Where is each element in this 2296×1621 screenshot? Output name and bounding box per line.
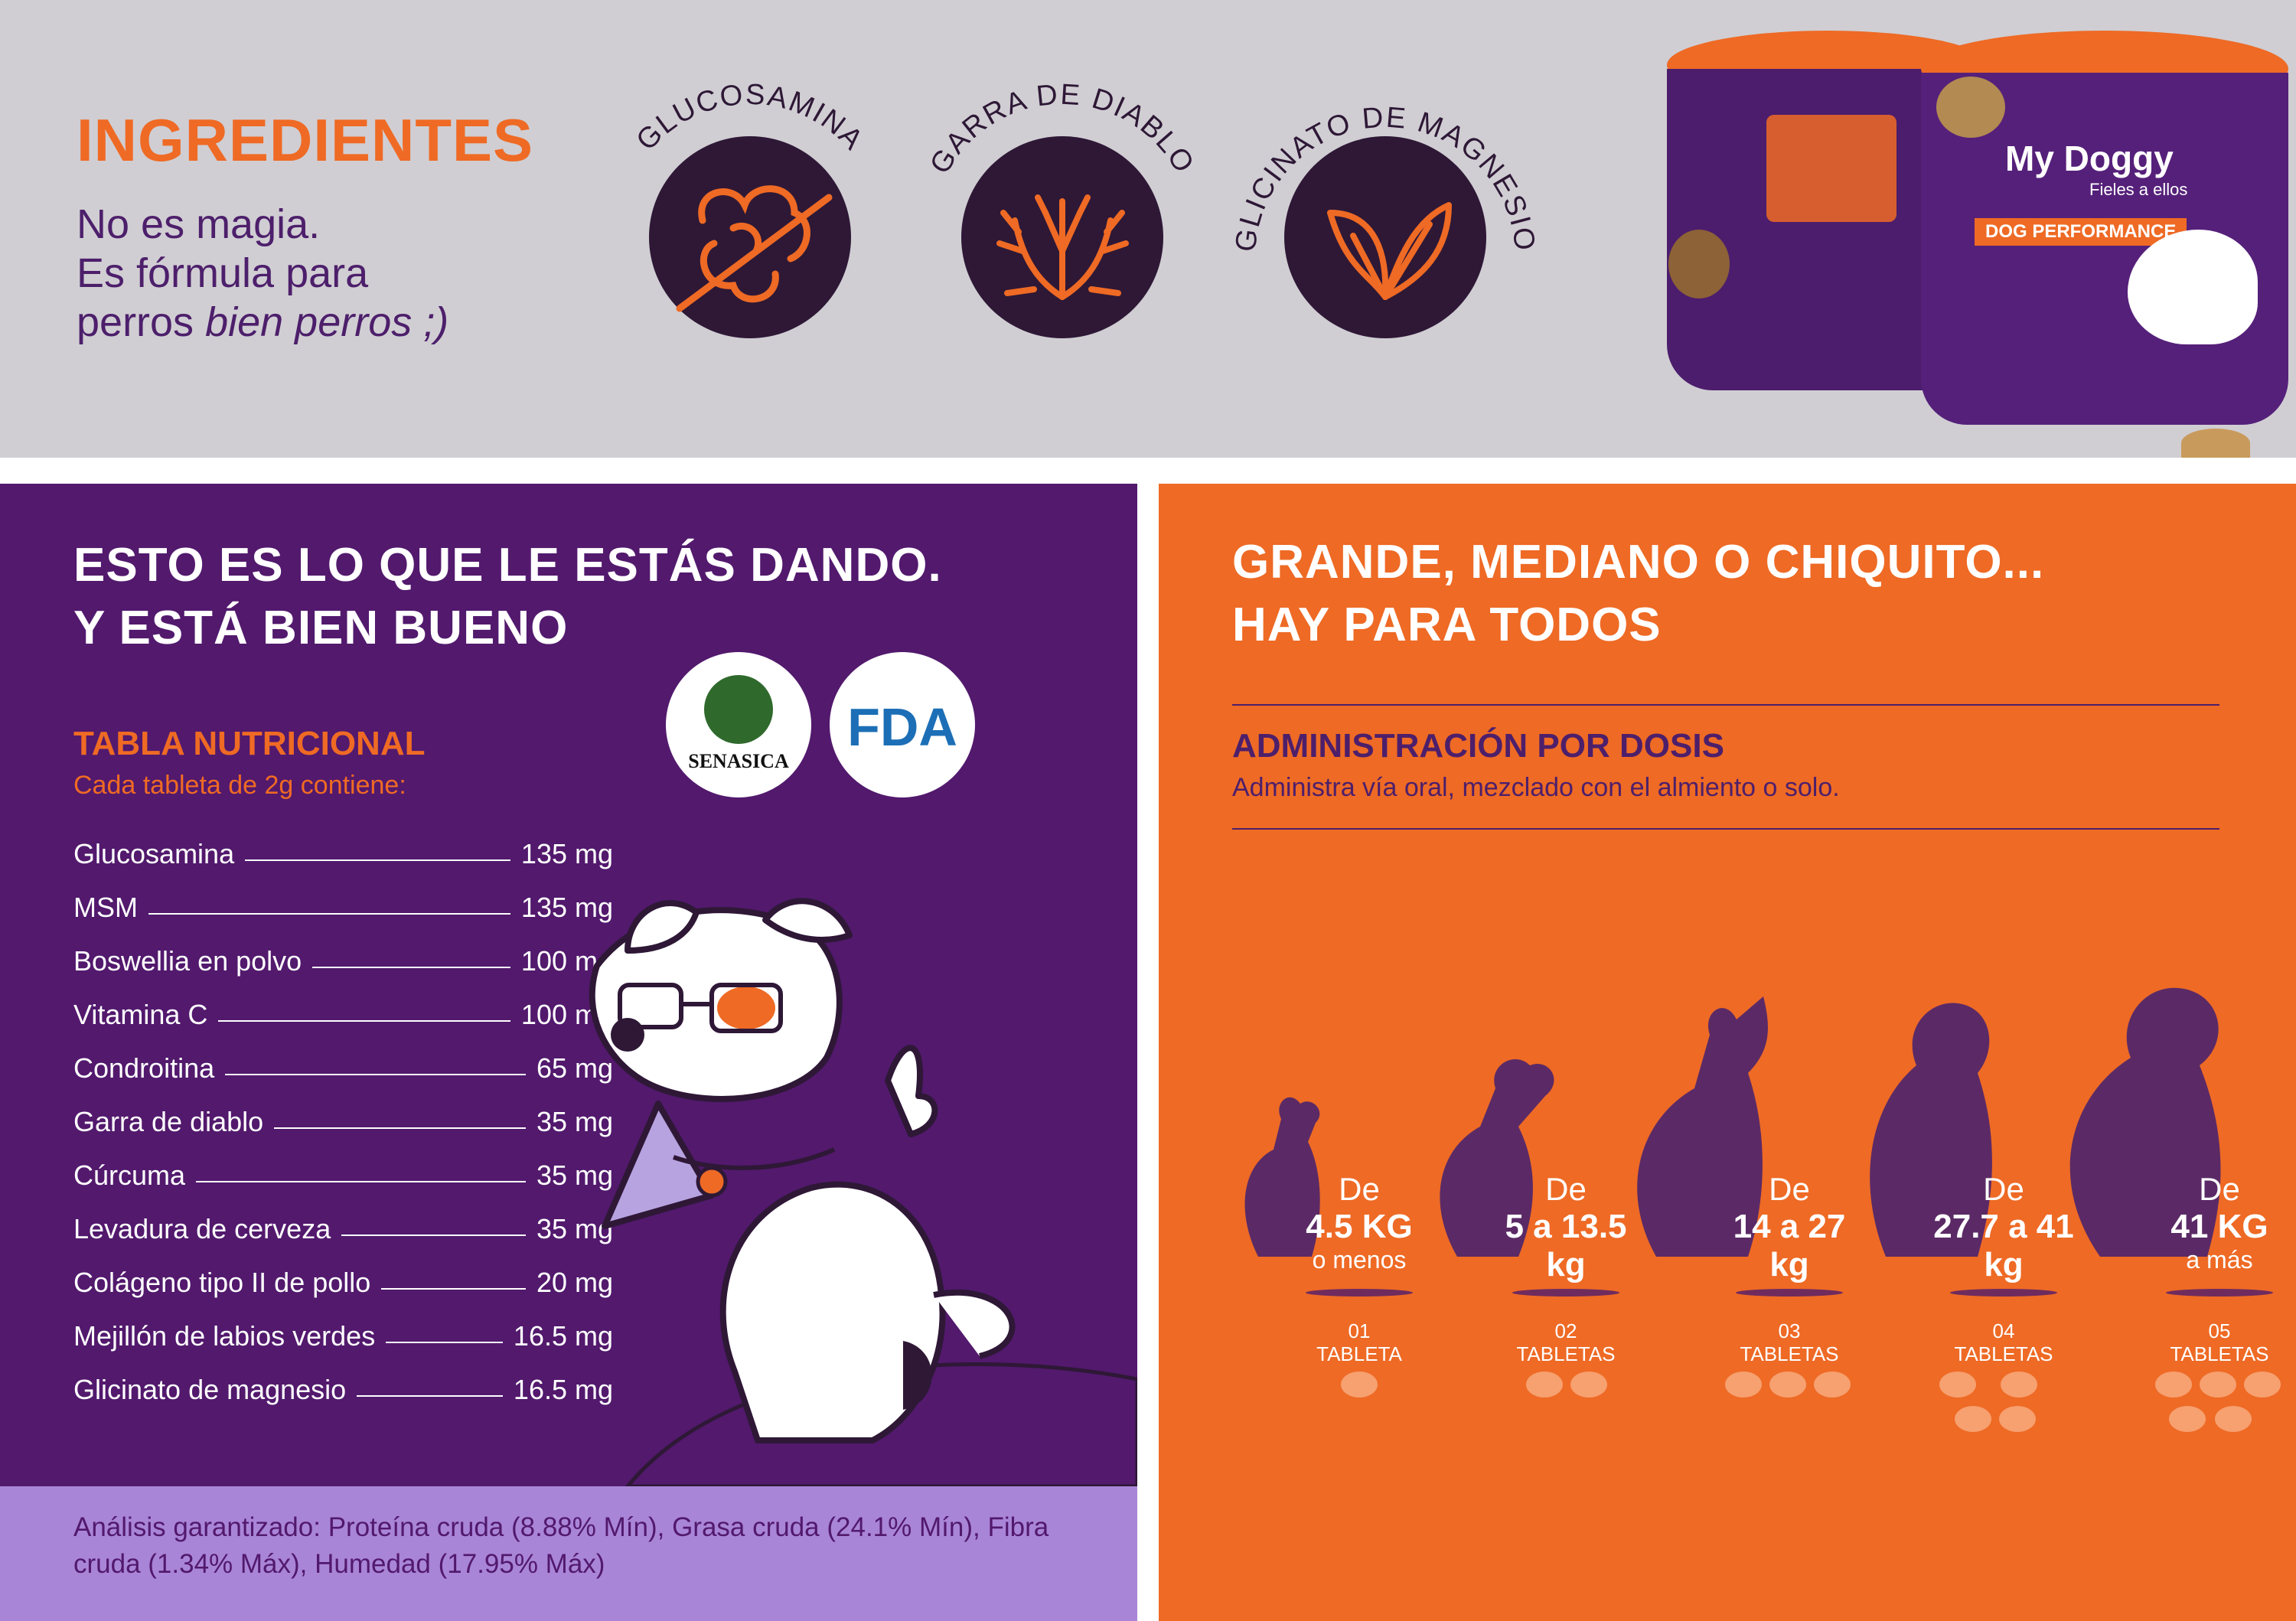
shadow-line [1950,1289,2057,1296]
shadow-line [1306,1289,1413,1296]
devils-claw-icon [961,136,1163,338]
nutrition-heading-line-2: Y ESTÁ BIEN BUENO [73,602,569,654]
kibble [1936,77,2005,138]
tablet-icon [1526,1371,1563,1398]
dose-tier: De 27.7 a 41 kg [1933,1171,2074,1283]
dosing-panel: GRANDE, MEDIANO O CHIQUITO... HAY PARA T… [1159,484,2296,1621]
tablet-icon [2244,1371,2281,1398]
dog-illustration [2128,230,2258,344]
nutrition-row: Glucosamina 135 mg [73,838,613,869]
tablet-icon [2215,1406,2252,1432]
shadow-line [1512,1289,1619,1296]
nutrition-table-title: TABLA NUTRICIONAL [73,725,426,762]
divider [1232,828,2219,830]
shadow-line [1736,1289,1843,1296]
ingredients-title: INGREDIENTES [77,106,534,174]
nutrition-panel: ESTO ES LO QUE LE ESTÁS DANDO. Y ESTÁ BI… [0,484,1137,1621]
kibble [1668,230,1730,298]
dog-mascot-illustration [589,898,1137,1486]
tablet-icon [1341,1371,1378,1398]
ingredients-band: INGREDIENTES No es magia. Es fórmula par… [0,0,2296,458]
product-jar-front: My Doggy Fieles a ellos DOG PERFORMANCE [1921,31,2288,429]
tablet-count: 03 TABLETAS [1740,1319,1839,1365]
nutrition-table-subtitle: Cada tableta de 2g contiene: [73,771,406,800]
dosing-heading-line-2: HAY PARA TODOS [1232,598,1662,651]
tablet-icon [2001,1371,2037,1398]
tablet-icon [1955,1406,1991,1432]
tablet-icon [2169,1406,2206,1432]
nutrition-row: Garra de diablo 35 mg [73,1106,613,1137]
tablet-icon [1725,1371,1762,1398]
guaranteed-analysis-bar [0,1486,1137,1621]
product-line: DOG PERFORMANCE [1975,218,2187,246]
tagline-line-2: Es fórmula para [77,250,369,296]
nutrition-row: MSM 135 mg [73,892,613,923]
dose-tier: De 41 KG a más [2170,1171,2268,1274]
nutrition-row: Mejillón de labios verdes 16.5 mg [73,1320,613,1352]
leaf-icon [1284,136,1486,338]
tablet-icon [1814,1371,1851,1398]
tagline-line-1: No es magia. [77,201,321,247]
nutrition-row: Levadura de cerveza 35 mg [73,1213,613,1244]
tablet-icon [1769,1371,1806,1398]
dosing-subtitle: Administra vía oral, mezclado con el alm… [1232,773,1840,802]
nutrition-row: Condroitina 65 mg [73,1052,613,1084]
guaranteed-analysis-text: Análisis garantizado: Proteína cruda (8.… [73,1512,1049,1579]
glucosamine-icon [649,136,851,338]
kibble [2181,429,2250,458]
senasica-logo-icon [704,675,773,744]
brand-tagline: Fieles a ellos [2089,180,2188,199]
tablet-icon [1999,1406,2036,1432]
shadow-line [2166,1289,2273,1296]
nutrition-row: Boswellia en polvo 100 mg [73,945,613,977]
tablet-icon [1570,1371,1607,1398]
nutrition-row: Glicinato de magnesio 16.5 mg [73,1374,613,1405]
senasica-seal: SENASICA [666,652,811,797]
nutrition-row: Vitamina C 100 mg [73,999,613,1030]
tagline-line-3: perros bien perros ;) [77,299,449,345]
dose-tier: De 5 a 13.5 kg [1505,1171,1627,1283]
dog-silhouettes [1244,987,2221,1257]
fda-seal: FDA [830,652,975,797]
tablet-count: 02 TABLETAS [1516,1319,1616,1365]
tablet-count: 04 TABLETAS [1954,1319,2053,1365]
nutrition-row: Cúrcuma 35 mg [73,1159,613,1191]
dosing-heading-line-1: GRANDE, MEDIANO O CHIQUITO... [1232,536,2045,589]
nutrition-heading-line-1: ESTO ES LO QUE LE ESTÁS DANDO. [73,539,942,592]
divider [1232,704,2219,706]
dose-tier: De 14 a 27 kg [1733,1171,1846,1283]
dose-tier: De 4.5 KG o menos [1306,1171,1413,1274]
brand-logo: My Doggy [2005,139,2174,178]
tablet-count: 01 TABLETA [1316,1319,1402,1365]
nutrition-row: Colágeno tipo II de pollo 20 mg [73,1267,613,1298]
tablet-icon [1939,1371,1976,1398]
tablet-icon [2200,1371,2236,1398]
tablet-count: 05 TABLETAS [2170,1319,2269,1365]
tablet-icon [2155,1371,2192,1398]
dosing-title: ADMINISTRACIÓN POR DOSIS [1232,727,1724,765]
